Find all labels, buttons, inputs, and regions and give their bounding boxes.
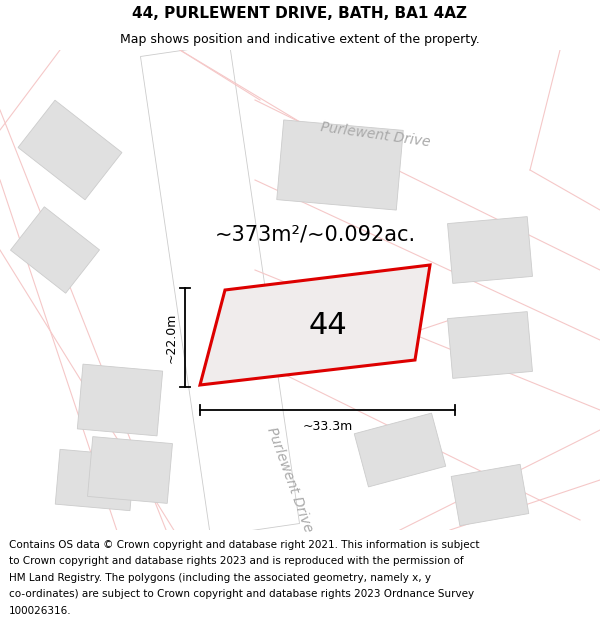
Polygon shape: [451, 464, 529, 526]
Text: ~33.3m: ~33.3m: [302, 419, 353, 432]
Polygon shape: [316, 558, 362, 568]
Polygon shape: [316, 564, 361, 576]
Polygon shape: [10, 207, 100, 293]
Polygon shape: [317, 540, 362, 547]
Polygon shape: [317, 546, 362, 554]
Polygon shape: [55, 449, 135, 511]
Polygon shape: [88, 437, 172, 503]
Text: to Crown copyright and database rights 2023 and is reproduced with the permissio: to Crown copyright and database rights 2…: [9, 556, 464, 566]
Text: Contains OS data © Crown copyright and database right 2021. This information is : Contains OS data © Crown copyright and d…: [9, 539, 479, 549]
Text: HM Land Registry. The polygons (including the associated geometry, namely x, y: HM Land Registry. The polygons (includin…: [9, 572, 431, 582]
Text: 44: 44: [308, 311, 347, 339]
Polygon shape: [314, 576, 359, 589]
Polygon shape: [315, 570, 361, 582]
Polygon shape: [18, 100, 122, 200]
Polygon shape: [77, 364, 163, 436]
Text: Purlewent Drive: Purlewent Drive: [319, 121, 431, 149]
Text: ~373m²/~0.092ac.: ~373m²/~0.092ac.: [214, 225, 416, 245]
Polygon shape: [140, 44, 299, 536]
Polygon shape: [317, 552, 362, 561]
Polygon shape: [200, 265, 430, 385]
Text: ~22.0m: ~22.0m: [164, 312, 178, 362]
Polygon shape: [354, 413, 446, 487]
Text: 100026316.: 100026316.: [9, 606, 71, 616]
Text: co-ordinates) are subject to Crown copyright and database rights 2023 Ordnance S: co-ordinates) are subject to Crown copyr…: [9, 589, 474, 599]
Text: 44, PURLEWENT DRIVE, BATH, BA1 4AZ: 44, PURLEWENT DRIVE, BATH, BA1 4AZ: [133, 6, 467, 21]
Text: Map shows position and indicative extent of the property.: Map shows position and indicative extent…: [120, 32, 480, 46]
Text: Purlewent Drive: Purlewent Drive: [265, 426, 316, 534]
Polygon shape: [277, 120, 403, 210]
Polygon shape: [448, 217, 532, 283]
Polygon shape: [448, 312, 532, 378]
